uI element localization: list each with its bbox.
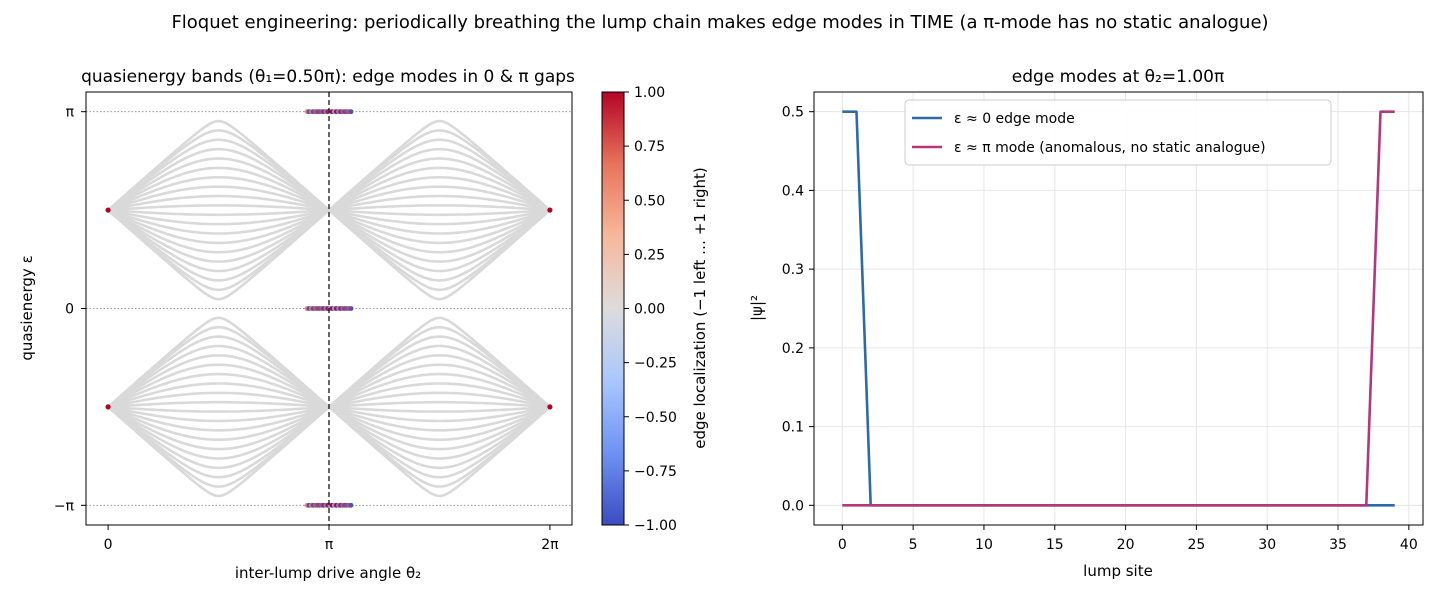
edge-mode-point — [105, 404, 111, 410]
colorbar-tick-label: −1.00 — [634, 518, 677, 534]
x-tick-label: 5 — [909, 537, 918, 553]
series-line — [842, 110, 1395, 507]
x-tick-label: 30 — [1258, 537, 1276, 553]
y-tick-label: 0.3 — [782, 262, 804, 278]
x-tick-label: π — [325, 537, 334, 553]
y-tick-label: π — [66, 105, 75, 121]
x-tick-label: 35 — [1329, 537, 1347, 553]
x-tick-label: 10 — [975, 537, 993, 553]
y-tick-label: 0.1 — [782, 420, 804, 436]
left-x-ticks: 0 π 2π — [104, 525, 559, 553]
quasienergy-band-panel: quasienergy bands (θ₁=0.50π): edge modes… — [18, 67, 575, 582]
edge-mode-point — [105, 207, 111, 213]
y-tick-label: 0.2 — [782, 341, 804, 357]
colorbar-label: edge localization (−1 left … +1 right) — [691, 167, 709, 449]
y-tick-label: 0.0 — [782, 498, 804, 514]
x-tick-label: 15 — [1046, 537, 1064, 553]
edge-mode-profile-panel: edge modes at θ₂=1.00π 0 5 10 15 20 25 30 35 40 … — [748, 67, 1424, 580]
legend-entry-label: ε ≈ 0 edge mode — [954, 111, 1075, 127]
edge-mode-point — [348, 109, 354, 115]
colorbar-gradient — [602, 92, 624, 525]
left-chart-title: quasienergy bands (θ₁=0.50π): edge modes… — [81, 67, 575, 87]
x-tick-label: 25 — [1187, 537, 1205, 553]
colorbar-tick-label: 1.00 — [634, 85, 665, 101]
legend-box — [904, 99, 1332, 166]
mode-profile-lines — [842, 110, 1395, 507]
x-tick-label: 2π — [541, 537, 559, 553]
left-x-axis-label: inter-lump drive angle θ₂ — [235, 564, 421, 582]
colorbar-ticks: 1.00 0.75 0.50 0.25 0.00 −0.25 −0.50 −0.75 −1.00 — [624, 85, 677, 534]
y-tick-label: 0.4 — [782, 183, 804, 199]
right-chart-title: edge modes at θ₂=1.00π — [1012, 67, 1224, 87]
edge-mode-point — [348, 306, 354, 311]
left-y-ticks: −π 0 π — [54, 105, 86, 514]
x-tick-label: 0 — [838, 537, 847, 553]
right-x-axis-label: lump site — [1083, 562, 1153, 580]
right-y-axis-label: |ψ|² — [748, 295, 766, 321]
x-tick-label: 20 — [1117, 537, 1135, 553]
colorbar-tick-label: 0.25 — [634, 247, 665, 263]
right-y-ticks: 0.0 0.1 0.2 0.3 0.4 0.5 — [782, 105, 814, 514]
edge-mode-points — [105, 92, 553, 525]
y-tick-label: −π — [54, 498, 75, 514]
colorbar-tick-label: 0.75 — [634, 139, 665, 155]
colorbar-tick-label: −0.75 — [634, 464, 677, 480]
x-tick-label: 40 — [1400, 537, 1418, 553]
y-tick-label: 0 — [65, 302, 74, 318]
colorbar-tick-label: −0.25 — [634, 356, 677, 372]
colorbar-tick-label: −0.50 — [634, 410, 677, 426]
colorbar-tick-label: 0.50 — [634, 193, 665, 209]
x-tick-label: 0 — [104, 537, 113, 553]
edge-mode-point — [348, 502, 354, 508]
y-tick-label: 0.5 — [782, 105, 804, 121]
colorbar: 1.00 0.75 0.50 0.25 0.00 −0.25 −0.50 −0.75 −1.00… — [601, 85, 709, 534]
legend: ε ≈ 0 edge mode ε ≈ π mode (anomalous, no… — [904, 99, 1332, 166]
edge-mode-point — [547, 404, 553, 410]
legend-entry-label: ε ≈ π mode (anomalous, no static analogu… — [954, 140, 1266, 156]
left-y-axis-label: quasienergy ε — [18, 255, 36, 360]
figure-suptitle: Floquet engineering: periodically breath… — [171, 12, 1268, 33]
right-axes-frame — [813, 91, 1424, 526]
colorbar-tick-label: 0.00 — [634, 302, 665, 318]
bulk-band-curve — [107, 119, 551, 301]
edge-mode-point — [547, 207, 553, 213]
right-x-ticks: 0 5 10 15 20 25 30 35 40 — [838, 525, 1418, 553]
